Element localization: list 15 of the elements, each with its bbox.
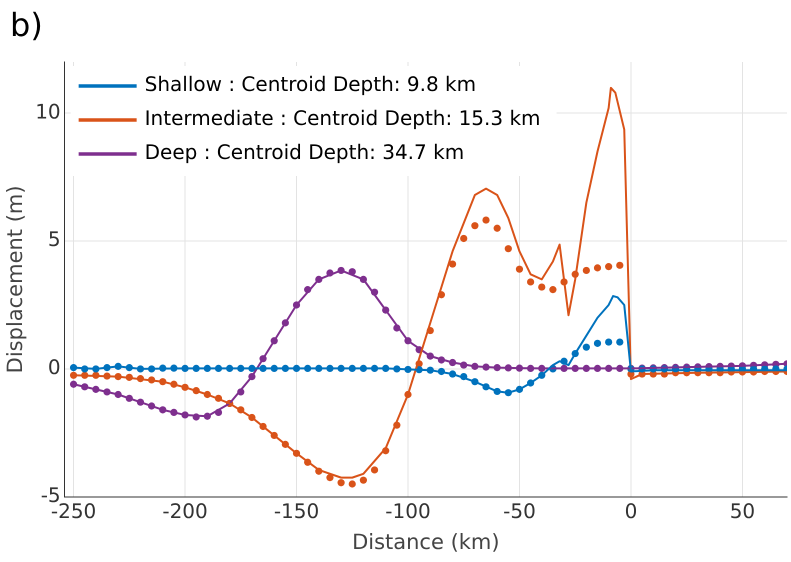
x-tick-label: -150: [274, 499, 320, 524]
x-tick-label: -50: [503, 499, 536, 524]
x-tick-label: -100: [385, 499, 431, 524]
legend-label: Shallow : Centroid Depth: 9.8 km: [144, 72, 476, 96]
legend-label: Intermediate : Centroid Depth: 15.3 km: [144, 106, 541, 130]
y-tick-label: 5: [48, 227, 61, 252]
x-tick-label: 0: [624, 499, 638, 524]
x-axis-title: Distance (km): [352, 530, 500, 554]
chart-title: b): [10, 6, 43, 44]
y-axis-title: Displacement (m): [3, 185, 28, 374]
x-tick-label: -200: [162, 499, 208, 524]
y-tick-label: 10: [35, 99, 61, 124]
x-tick-label: 50: [730, 499, 756, 524]
legend-label: Deep : Centroid Depth: 34.7 km: [144, 140, 464, 164]
y-tick-label: 0: [48, 355, 61, 380]
